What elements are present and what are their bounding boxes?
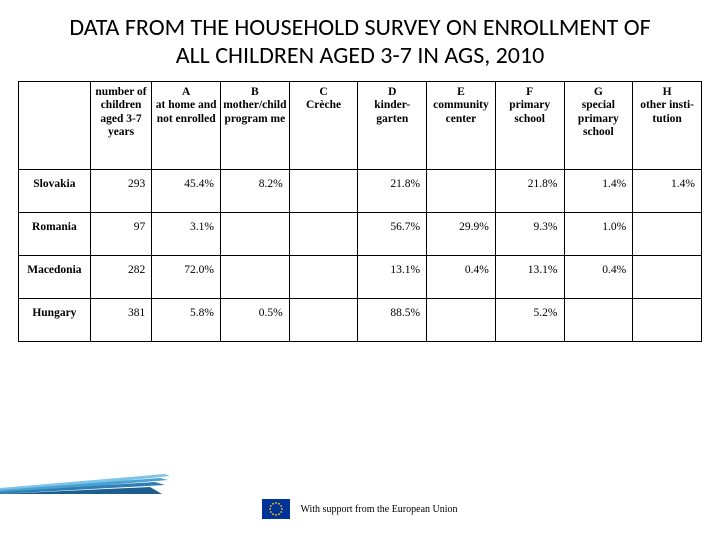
- data-cell: 56.7%: [358, 213, 427, 256]
- column-header: Gspecial primary school: [564, 82, 633, 170]
- enrollment-table: number of children aged 3-7 yearsAat hom…: [18, 81, 702, 342]
- data-cell: [633, 213, 702, 256]
- column-header: Hother insti-tution: [633, 82, 702, 170]
- column-header: [19, 82, 91, 170]
- country-cell: Macedonia: [19, 256, 91, 299]
- data-cell: 1.4%: [633, 170, 702, 213]
- data-cell: 13.1%: [358, 256, 427, 299]
- data-cell: [633, 256, 702, 299]
- data-cell: 13.1%: [495, 256, 564, 299]
- data-cell: 72.0%: [152, 256, 221, 299]
- column-header: Ecommunity center: [427, 82, 496, 170]
- data-cell: [289, 170, 358, 213]
- table-row: Romania973.1% 56.7%29.9%9.3%1.0%: [19, 213, 702, 256]
- data-cell: [564, 299, 633, 342]
- data-cell: 3.1%: [152, 213, 221, 256]
- data-cell: 293: [90, 170, 152, 213]
- data-cell: 1.4%: [564, 170, 633, 213]
- data-cell: [633, 299, 702, 342]
- column-header: Fprimary school: [495, 82, 564, 170]
- data-cell: [289, 299, 358, 342]
- data-cell: 21.8%: [495, 170, 564, 213]
- data-cell: 29.9%: [427, 213, 496, 256]
- column-header: number of children aged 3-7 years: [90, 82, 152, 170]
- column-header: Dkinder-garten: [358, 82, 427, 170]
- data-cell: 45.4%: [152, 170, 221, 213]
- column-header: CCrèche: [289, 82, 358, 170]
- table-row: Slovakia29345.4%8.2%21.8%21.8%1.4%1.4%: [19, 170, 702, 213]
- data-cell: 5.8%: [152, 299, 221, 342]
- data-cell: 0.4%: [564, 256, 633, 299]
- table-header-row: number of children aged 3-7 yearsAat hom…: [19, 82, 702, 170]
- page-title: DATA FROM THE HOUSEHOLD SURVEY ON ENROLL…: [0, 0, 720, 77]
- column-header: Bmother/child program me: [221, 82, 290, 170]
- country-cell: Hungary: [19, 299, 91, 342]
- data-cell: [289, 256, 358, 299]
- data-table-container: number of children aged 3-7 yearsAat hom…: [0, 77, 720, 342]
- eu-flag-icon: [262, 499, 290, 519]
- country-cell: Romania: [19, 213, 91, 256]
- table-row: Hungary3815.8%0.5% 88.5% 5.2%: [19, 299, 702, 342]
- data-cell: [427, 170, 496, 213]
- data-cell: [221, 213, 290, 256]
- data-cell: 8.2%: [221, 170, 290, 213]
- data-cell: 0.4%: [427, 256, 496, 299]
- accent-decoration: [0, 474, 170, 494]
- data-cell: 381: [90, 299, 152, 342]
- column-header: Aat home and not enrolled: [152, 82, 221, 170]
- data-cell: 0.5%: [221, 299, 290, 342]
- footer-text: With support from the European Union: [300, 504, 457, 515]
- data-cell: 5.2%: [495, 299, 564, 342]
- footer: With support from the European Union: [0, 499, 720, 522]
- data-cell: 282: [90, 256, 152, 299]
- data-cell: 9.3%: [495, 213, 564, 256]
- data-cell: [289, 213, 358, 256]
- data-cell: 97: [90, 213, 152, 256]
- country-cell: Slovakia: [19, 170, 91, 213]
- table-row: Macedonia28272.0%13.1%0.4%13.1%0.4%: [19, 256, 702, 299]
- data-cell: [221, 256, 290, 299]
- data-cell: [427, 299, 496, 342]
- table-body: Slovakia29345.4%8.2%21.8%21.8%1.4%1.4%Ro…: [19, 170, 702, 342]
- data-cell: 88.5%: [358, 299, 427, 342]
- data-cell: 21.8%: [358, 170, 427, 213]
- data-cell: 1.0%: [564, 213, 633, 256]
